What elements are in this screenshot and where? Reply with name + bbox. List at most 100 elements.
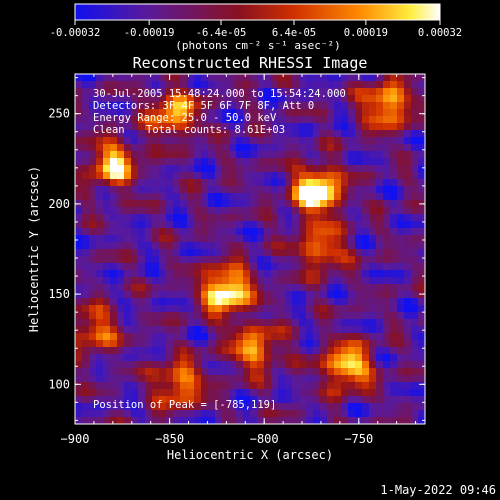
heatmap-cell [187,326,195,334]
heatmap-cell [327,186,335,194]
heatmap-cell [201,326,209,334]
heatmap-cell [110,277,118,285]
heatmap-cell [257,263,265,271]
heatmap-cell [341,228,349,236]
heatmap-cell [369,319,377,327]
heatmap-cell [257,298,265,306]
heatmap-cell [131,88,139,96]
heatmap-cell [292,361,300,369]
heatmap-cell [250,221,258,229]
heatmap-cell [257,144,265,152]
heatmap-cell [215,172,223,180]
heatmap-cell [243,88,251,96]
heatmap-cell [194,179,202,187]
heatmap-cell [103,179,111,187]
heatmap-cell [82,277,90,285]
heatmap-cell [208,284,216,292]
heatmap-cell [362,389,370,397]
heatmap-cell [222,81,230,89]
heatmap-cell [236,277,244,285]
heatmap-cell [313,319,321,327]
heatmap-cell [215,151,223,159]
heatmap-cell [299,88,307,96]
heatmap-cell [89,235,97,243]
heatmap-cell [362,249,370,257]
heatmap-cell [75,396,83,404]
heatmap-cell [299,312,307,320]
heatmap-cell [271,249,279,257]
heatmap-cell [306,102,314,110]
heatmap-cell [341,193,349,201]
heatmap-cell [124,312,132,320]
heatmap-cell [82,81,90,89]
heatmap-cell [271,137,279,145]
heatmap-cell [201,403,209,411]
heatmap-cell [229,298,237,306]
heatmap-cell [96,221,104,229]
heatmap-cell [208,228,216,236]
heatmap-cell [208,235,216,243]
heatmap-cell [124,256,132,264]
heatmap-cell [327,95,335,103]
colorbar-units: (photons cm⁻² s⁻¹ asec⁻²) [175,39,341,52]
heatmap-cell [117,137,125,145]
heatmap-cell [187,312,195,320]
heatmap-cell [75,382,83,390]
heatmap-cell [124,284,132,292]
heatmap-cell [334,333,342,341]
heatmap-cell [243,270,251,278]
heatmap-cell [222,396,230,404]
heatmap-cell [313,179,321,187]
heatmap-cell [341,396,349,404]
heatmap-cell [397,130,405,138]
heatmap-cell [334,95,342,103]
heatmap-cell [82,88,90,96]
heatmap-cell [362,214,370,222]
heatmap-cell [320,172,328,180]
heatmap-cell [145,81,153,89]
heatmap-cell [299,291,307,299]
heatmap-cell [278,242,286,250]
heatmap-cell [411,165,419,173]
heatmap-cell [194,81,202,89]
heatmap-cell [187,116,195,124]
heatmap-cell [341,291,349,299]
heatmap-cell [215,312,223,320]
heatmap-cell [236,109,244,117]
heatmap-cell [334,158,342,166]
heatmap-cell [152,277,160,285]
heatmap-cell [159,340,167,348]
heatmap-cell [159,382,167,390]
heatmap-cell [397,410,405,418]
heatmap-cell [208,256,216,264]
heatmap-cell [229,256,237,264]
heatmap-cell [264,312,272,320]
heatmap-cell [110,417,118,425]
heatmap-cell [383,389,391,397]
heatmap-cell [166,186,174,194]
heatmap-cell [257,242,265,250]
heatmap-cell [257,151,265,159]
heatmap-cell [138,361,146,369]
heatmap-cell [369,298,377,306]
heatmap-cell [131,228,139,236]
heatmap-cell [341,221,349,229]
heatmap-cell [362,207,370,215]
heatmap-cell [75,81,83,89]
heatmap-cell [96,347,104,355]
heatmap-cell [243,116,251,124]
heatmap-cell [96,214,104,222]
heatmap-cell [313,165,321,173]
heatmap-cell [271,144,279,152]
heatmap-cell [131,207,139,215]
heatmap-cell [313,221,321,229]
heatmap-cell [117,375,125,383]
heatmap-cell [299,319,307,327]
heatmap-cell [180,417,188,425]
heatmap-cell [117,361,125,369]
heatmap-cell [264,137,272,145]
heatmap-cell [82,410,90,418]
heatmap-cell [348,403,356,411]
heatmap-cell [250,417,258,425]
heatmap-cell [96,326,104,334]
